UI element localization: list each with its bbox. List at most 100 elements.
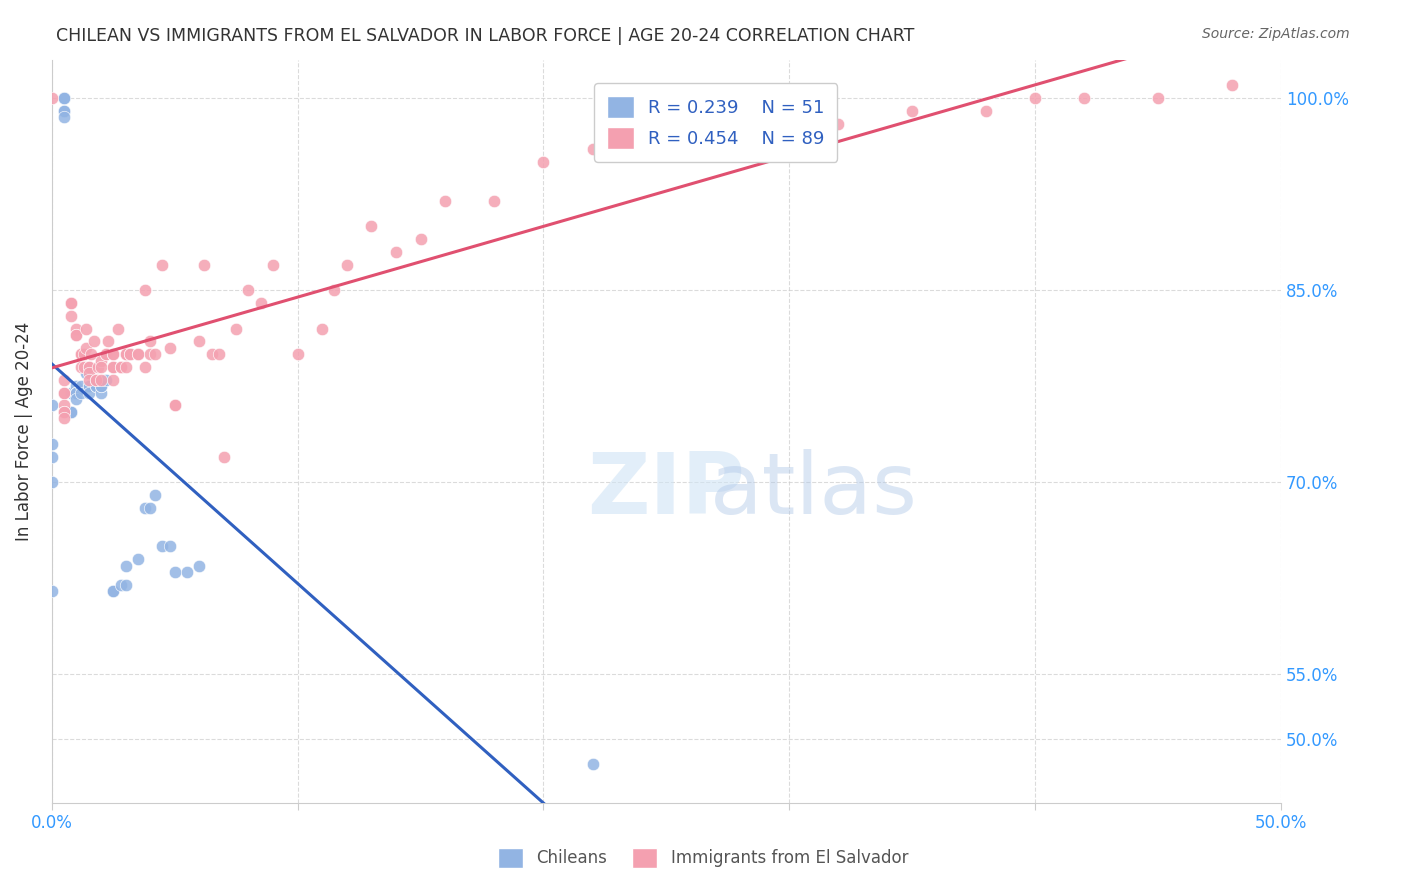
Point [238,283,260,297]
Point [84,373,107,387]
Point [83,334,105,349]
Point [200,347,222,361]
Point [60,309,83,323]
Point [87,359,110,374]
Point [120,347,142,361]
Point [901,103,924,118]
Point [208,347,231,361]
Point [103,347,125,361]
Point [127,347,149,361]
Point [655,129,678,144]
Point [41,91,63,105]
Point [114,347,136,361]
Point [1220,78,1243,93]
Point [103,347,125,361]
Point [360,219,382,234]
Point [581,757,603,772]
Point [53,385,76,400]
Point [163,565,186,579]
Point [212,450,235,464]
Point [41,437,63,451]
Point [70,385,93,400]
Point [827,117,849,131]
Point [75,341,97,355]
Point [60,405,83,419]
Point [84,373,107,387]
Point [533,155,555,169]
Point [77,367,100,381]
Point [53,110,76,124]
Point [60,405,83,419]
Point [249,296,271,310]
Point [385,244,408,259]
Point [143,347,166,361]
Point [94,347,117,361]
Point [53,385,76,400]
Point [103,359,125,374]
Point [323,283,346,297]
Point [97,334,120,349]
Point [90,373,112,387]
Point [103,584,125,599]
Point [114,347,136,361]
Point [409,232,432,246]
Point [65,392,87,406]
Point [41,399,63,413]
Text: atlas: atlas [710,449,918,532]
Point [65,328,87,343]
Point [110,359,132,374]
Point [110,359,132,374]
Point [311,321,333,335]
Legend: R = 0.239    N = 51, R = 0.454    N = 89: R = 0.239 N = 51, R = 0.454 N = 89 [593,84,837,161]
Point [73,347,96,361]
Point [287,347,309,361]
Point [60,385,83,400]
Point [73,359,96,374]
Point [53,91,76,105]
Point [193,258,215,272]
Point [90,353,112,368]
Point [77,385,100,400]
Point [70,347,93,361]
Point [65,385,87,400]
Point [1024,91,1046,105]
Point [114,359,136,374]
Point [1147,91,1170,105]
Point [90,359,112,374]
Point [53,103,76,118]
Point [77,379,100,393]
Point [60,296,83,310]
Point [90,379,112,393]
Point [150,540,173,554]
Point [53,405,76,419]
Point [139,347,162,361]
Point [77,359,100,374]
Point [139,500,162,515]
Point [53,91,76,105]
Point [80,347,103,361]
Point [70,379,93,393]
Point [75,367,97,381]
Point [75,321,97,335]
Point [65,385,87,400]
Point [65,328,87,343]
Point [60,405,83,419]
Point [728,129,751,144]
Point [143,488,166,502]
Point [163,399,186,413]
Point [84,379,107,393]
Point [139,334,162,349]
Point [77,373,100,387]
Point [65,379,87,393]
Point [53,405,76,419]
Point [176,565,198,579]
Point [114,558,136,573]
Point [103,584,125,599]
Point [778,117,800,131]
Point [53,91,76,105]
Point [94,373,117,387]
Point [60,405,83,419]
Text: Source: ZipAtlas.com: Source: ZipAtlas.com [1202,27,1350,41]
Point [41,475,63,490]
Point [103,373,125,387]
